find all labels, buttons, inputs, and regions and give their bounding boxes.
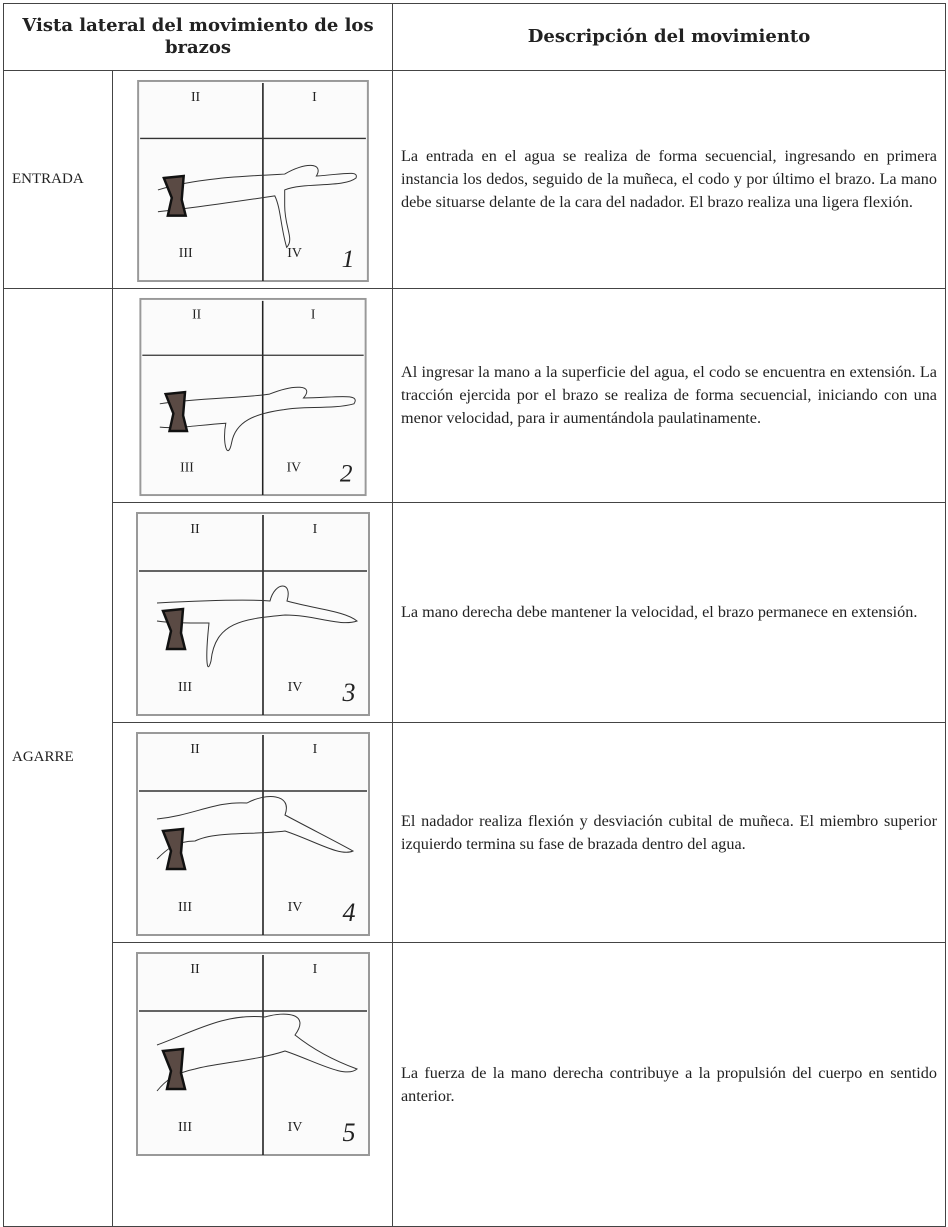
quadrant-label: IV [287, 1120, 302, 1135]
table-row: ENTRADA II I III IV 1 La entrada en el agua se… [3, 70, 946, 289]
quadrant-label: IV [287, 900, 302, 915]
quadrant-label: IV [287, 680, 302, 695]
figure-cell: II I III IV 3 [112, 502, 393, 723]
quadrant-label: I [312, 742, 317, 757]
quadrant-label: I [310, 306, 315, 321]
quadrant-label: II [192, 306, 202, 321]
figure-number: 5 [342, 1118, 355, 1147]
swimmer-outline [157, 164, 357, 249]
table-row: II I III IV 5 La fuerza de la mano derecha co… [4, 942, 946, 1227]
quadrant-label: III [180, 460, 194, 475]
quadrant-label: II [190, 962, 200, 977]
swimsuit [160, 1047, 187, 1091]
description-cell: La fuerza de la mano derecha contribuye … [392, 942, 946, 1227]
figure-cell: II I III IV 2 [112, 288, 393, 503]
swimmer-outline [156, 796, 354, 860]
figure-number: 1 [341, 244, 354, 273]
quadrant-label: I [312, 962, 317, 977]
description-cell: La mano derecha debe mantener la velocid… [392, 502, 946, 723]
swimmer-outline [156, 1013, 358, 1092]
quadrant-label: IV [287, 245, 302, 260]
figure-cell: II I III IV 1 [112, 70, 393, 289]
movement-table: Vista lateral del movimiento de los braz… [3, 3, 946, 1227]
swimsuit [160, 827, 187, 871]
figure-cell: II I III IV 5 [112, 942, 393, 1227]
quadrant-label: II [190, 522, 200, 537]
table-row: II I III IV 4 El nadador realiza flexión y de… [4, 722, 946, 943]
figure-cell: II I III IV 4 [112, 722, 393, 943]
swimmer-outline [156, 585, 358, 668]
table-row: AGARRE II I III IV 2 Al ingresar la mano a la … [3, 288, 946, 1227]
quadrant-label: III [178, 245, 192, 260]
table-row: II I III IV 3 La mano derecha debe mantener l… [4, 502, 946, 723]
quadrant-label: III [178, 900, 192, 915]
swimsuit [161, 174, 187, 217]
header-cell: Descripción del movimiento [392, 3, 946, 71]
quadrant-label: I [312, 89, 317, 104]
header-row: Vista lateral del movimiento de los braz… [3, 3, 946, 71]
quadrant-label: III [178, 680, 192, 695]
swimsuit [160, 607, 187, 651]
quadrant-label: II [190, 742, 200, 757]
figure-number: 4 [342, 898, 355, 927]
quadrant-label: IV [286, 460, 301, 475]
figure-number: 3 [341, 678, 355, 707]
header-cell: Vista lateral del movimiento de los braz… [3, 3, 393, 71]
table-body: ENTRADA II I III IV 1 La entrada en el agua se… [3, 70, 946, 1227]
quadrant-label: II [190, 89, 200, 104]
description-cell: La entrada en el agua se realiza de form… [392, 70, 946, 289]
phase-cell: AGARRE [3, 288, 113, 1227]
phase-cell: ENTRADA [3, 70, 113, 289]
quadrant-label: III [178, 1120, 192, 1135]
description-cell: Al ingresar la mano a la superficie del … [392, 288, 946, 503]
swimmer-outline [159, 386, 356, 452]
figure-number: 2 [339, 460, 352, 487]
description-cell: El nadador realiza flexión y desviación … [392, 722, 946, 943]
swimsuit [163, 390, 189, 433]
quadrant-label: I [312, 522, 317, 537]
